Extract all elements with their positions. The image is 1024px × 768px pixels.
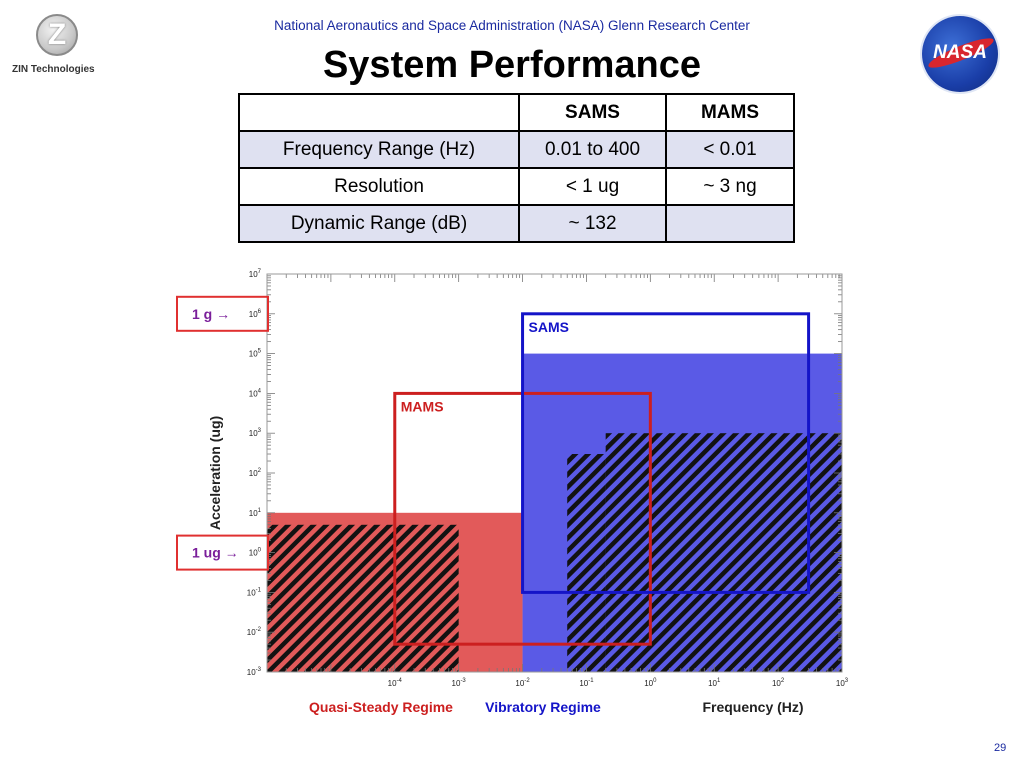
hatched-region [605,433,842,672]
regime-label-vibratory: Vibratory Regime [485,699,601,715]
y-tick-label: 101 [249,508,262,518]
x-tick-label: 101 [708,678,721,688]
nasa-logo-text: NASA [933,42,987,63]
annotation-1g: 1 g → [192,306,230,322]
x-tick-label: 103 [836,678,849,688]
table-cell-mams [665,204,795,243]
table-row: Dynamic Range (dB) ~ 132 [238,204,795,243]
table-header-sams: SAMS [518,93,667,132]
y-tick-label: 10-1 [247,587,262,597]
page-title: System Performance [322,44,702,86]
y-tick-label: 100 [249,548,262,558]
y-tick-label: 105 [249,349,262,359]
y-tick-label: 10-3 [247,667,262,677]
x-tick-label: 102 [772,678,785,688]
table-row-label: Resolution [238,167,520,206]
y-tick-label: 103 [249,428,262,438]
y-tick-label: 106 [249,309,262,319]
y-tick-label: 102 [249,468,262,478]
table-row-label: Frequency Range (Hz) [238,130,520,169]
annotation-box [176,295,269,332]
table-cell-sams: < 1 ug [518,167,667,206]
instrument-box-sams [521,312,811,594]
y-tick-label: 107 [249,269,262,279]
regime-label-quasi-steady: Quasi-Steady Regime [309,699,453,715]
table-cell-mams: < 0.01 [665,130,795,169]
hatched-region [267,524,459,672]
zin-logo-icon: Z [36,14,78,56]
annotation-box [176,534,269,571]
acceleration-frequency-chart: MAMS SAMS 10-4 10-3 10-2 10-1 100 101 102 103 10-3… [176,269,849,715]
table-header-mams: MAMS [665,93,795,132]
table-header-row: SAMS MAMS [238,93,795,132]
instrument-label-mams: MAMS [401,398,444,414]
instrument-label-sams: SAMS [529,319,569,335]
y-tick-label: 10-2 [247,627,262,637]
x-tick-label: 100 [644,678,657,688]
table-cell-mams: ~ 3 ng [665,167,795,206]
org-header: National Aeronautics and Space Administr… [274,18,750,33]
table-cell-sams: ~ 132 [518,204,667,243]
zin-logo-text: ZIN Technologies [12,64,95,75]
x-tick-label: 10-2 [515,678,530,688]
y-tick-label: 104 [249,388,262,398]
x-axis-title: Frequency (Hz) [702,699,803,715]
page-number: 29 [994,742,1007,754]
performance-table: SAMS MAMS Frequency Range (Hz) 0.01 to 4… [238,93,795,243]
x-tick-label: 10-1 [579,678,594,688]
x-tick-label: 10-4 [388,678,403,688]
zin-logo: Z ZIN Technologies [8,12,108,82]
plot-frame [266,273,843,673]
table-row: Frequency Range (Hz) 0.01 to 400 < 0.01 [238,130,795,169]
table-row: Resolution < 1 ug ~ 3 ng [238,167,795,206]
annotation-1ug: 1 ug → [192,545,239,561]
table-row-label: Dynamic Range (dB) [238,204,520,243]
nasa-logo: NASA [922,16,998,92]
table-cell-sams: 0.01 to 400 [518,130,667,169]
x-tick-label: 10-3 [452,678,467,688]
hatched-region [567,454,606,672]
y-axis-title: Acceleration (ug) [207,416,223,530]
table-header-cell [238,93,520,132]
